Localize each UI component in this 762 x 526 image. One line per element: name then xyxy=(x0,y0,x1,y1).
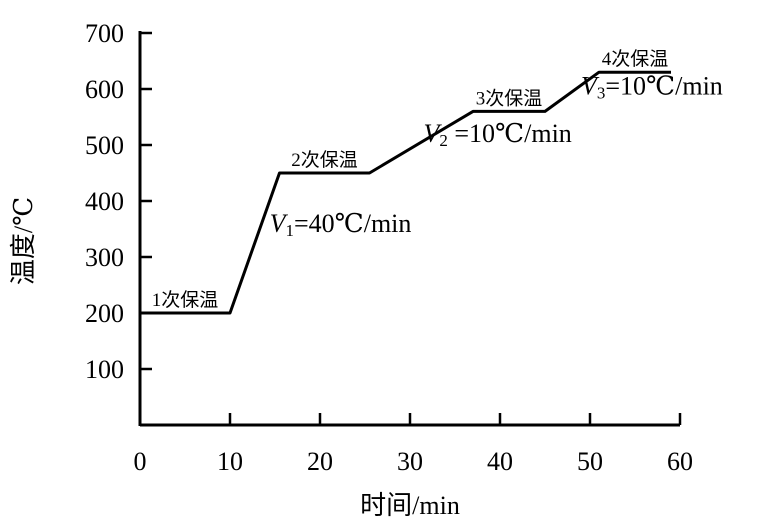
y-ticks: 100 200 300 400 500 600 700 xyxy=(85,19,152,384)
x-tick-label: 50 xyxy=(577,447,603,476)
annotations: 1次保温 2次保温 3次保温 4次保温 V1=40℃/min V2 =10℃/min V3=… xyxy=(152,48,723,311)
hold-stage-label: 2次保温 xyxy=(291,149,358,171)
hold-stage-label: 4次保温 xyxy=(602,48,669,70)
heating-rate-label: V1=40℃/min xyxy=(270,209,412,240)
y-tick-label: 300 xyxy=(85,243,124,272)
series-line xyxy=(140,70,671,315)
y-axis-label: 温度/℃ xyxy=(9,197,38,285)
series-group xyxy=(139,70,672,315)
y-tick-label: 100 xyxy=(85,355,124,384)
y-tick-label: 600 xyxy=(85,75,124,104)
x-tick-label: 0 xyxy=(134,447,147,476)
y-tick-label: 500 xyxy=(85,131,124,160)
x-tick-label: 20 xyxy=(307,447,333,476)
heating-rate-label: V3=10℃/min xyxy=(581,72,723,103)
y-tick-label: 200 xyxy=(85,299,124,328)
x-axis-label: 时间/min xyxy=(360,491,460,520)
y-tick-label: 400 xyxy=(85,187,124,216)
y-tick-label: 700 xyxy=(85,19,124,48)
x-tick-label: 60 xyxy=(667,447,693,476)
x-ticks: 0 10 20 30 40 50 60 xyxy=(134,413,693,476)
hold-stage-label: 1次保温 xyxy=(152,289,219,311)
hold-stage-label: 3次保温 xyxy=(476,87,543,109)
heating-rate-label: V2 =10℃/min xyxy=(424,119,572,150)
x-tick-label: 30 xyxy=(397,447,423,476)
x-tick-label: 10 xyxy=(217,447,243,476)
x-tick-label: 40 xyxy=(487,447,513,476)
